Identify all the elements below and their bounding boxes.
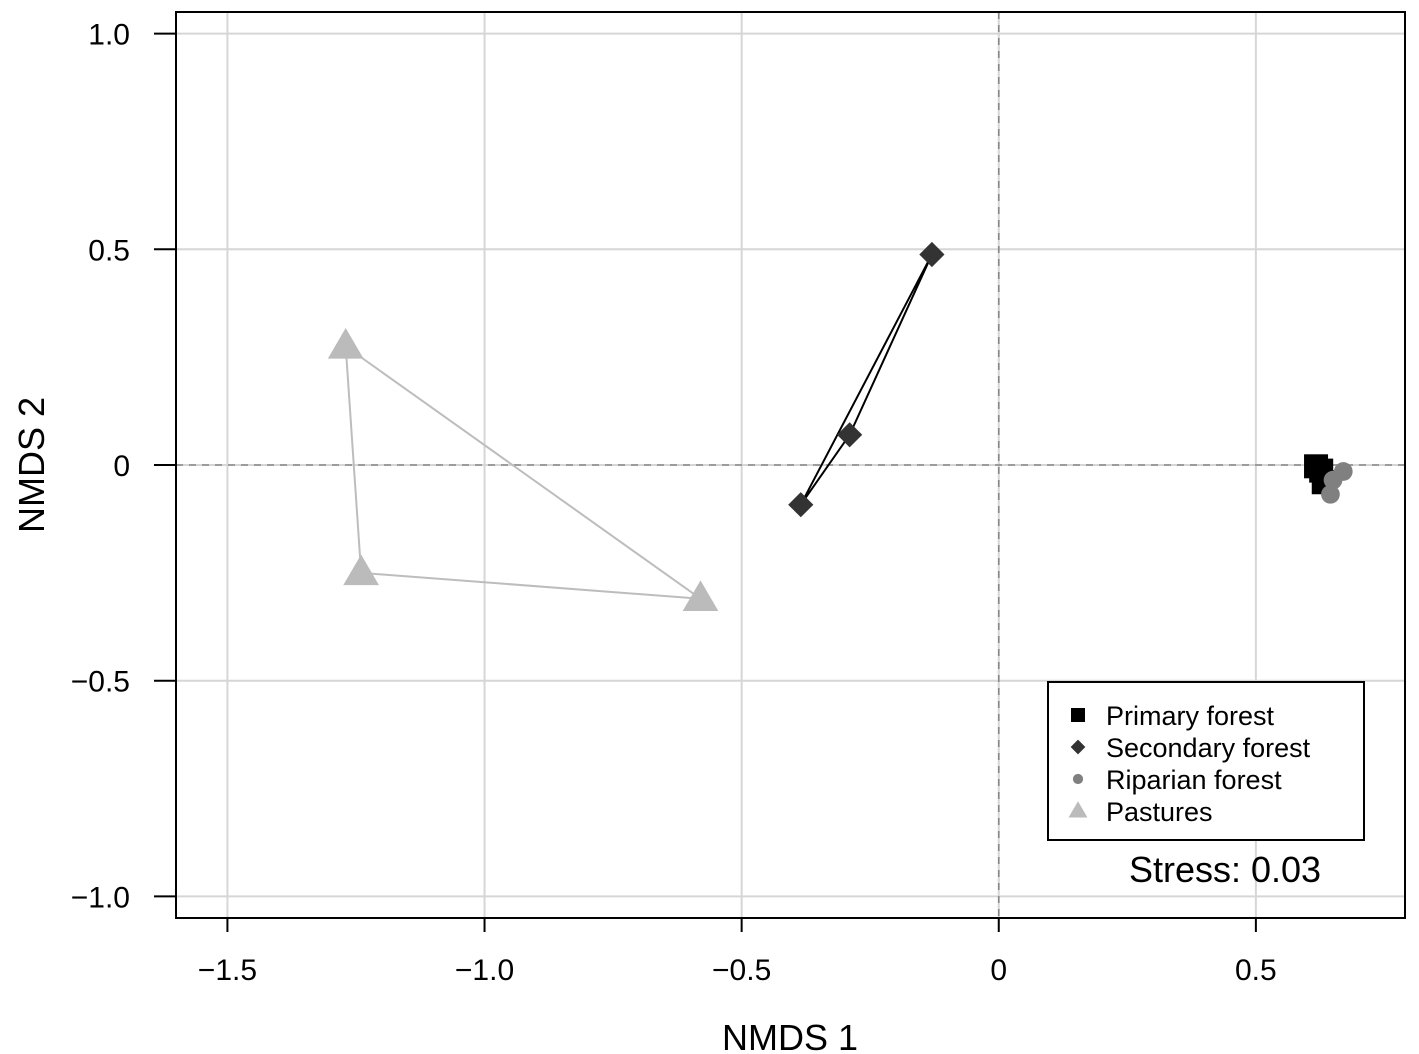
riparian-forest-point <box>1323 470 1343 490</box>
secondary-forest-hull <box>799 253 933 506</box>
x-tick-label: −1.0 <box>455 954 514 987</box>
x-axis: −1.5 −1.0 −0.5 0 0.5 <box>198 918 1277 987</box>
legend-label-riparian-forest: Riparian forest <box>1106 765 1282 795</box>
x-tick-label: −0.5 <box>712 954 771 987</box>
legend-marker-primary-forest <box>1071 708 1085 722</box>
stress-annotation: Stress: 0.03 <box>1129 849 1321 890</box>
secondary-forest-point <box>919 241 945 268</box>
legend-marker-secondary-forest <box>1070 739 1086 755</box>
y-tick-label: −1.0 <box>71 881 130 914</box>
legend-marker-pastures <box>1068 801 1088 818</box>
y-tick-label: 1.0 <box>88 19 130 52</box>
legend-box <box>1047 681 1365 841</box>
y-tick-label: 0.5 <box>88 234 130 267</box>
secondary-forest-point <box>837 422 863 448</box>
legend-label-pastures: Pastures <box>1106 797 1213 827</box>
y-tick-label: 0 <box>113 450 130 483</box>
x-axis-title: NMDS 1 <box>722 1017 858 1054</box>
data-points <box>327 241 1353 611</box>
x-tick-label: −1.5 <box>198 954 257 987</box>
legend-label-secondary-forest: Secondary forest <box>1106 733 1311 763</box>
legend-label-primary-forest: Primary forest <box>1106 701 1275 731</box>
y-axis: 1.0 0.5 0 −0.5 −1.0 <box>71 19 176 914</box>
pastures-point <box>343 554 379 586</box>
pastures-point <box>327 327 364 359</box>
reference-lines <box>176 12 1405 918</box>
x-tick-label: 0 <box>990 954 1007 987</box>
y-axis-title: NMDS 2 <box>11 397 52 533</box>
pastures-point <box>682 580 719 611</box>
riparian-forest-point <box>1321 484 1340 504</box>
y-tick-label: −0.5 <box>71 666 130 699</box>
x-tick-label: 0.5 <box>1235 954 1277 987</box>
pastures-hull <box>344 344 705 601</box>
group-hulls <box>344 253 1345 601</box>
secondary-forest-point <box>788 492 814 518</box>
legend-marker-riparian-forest <box>1072 773 1084 785</box>
